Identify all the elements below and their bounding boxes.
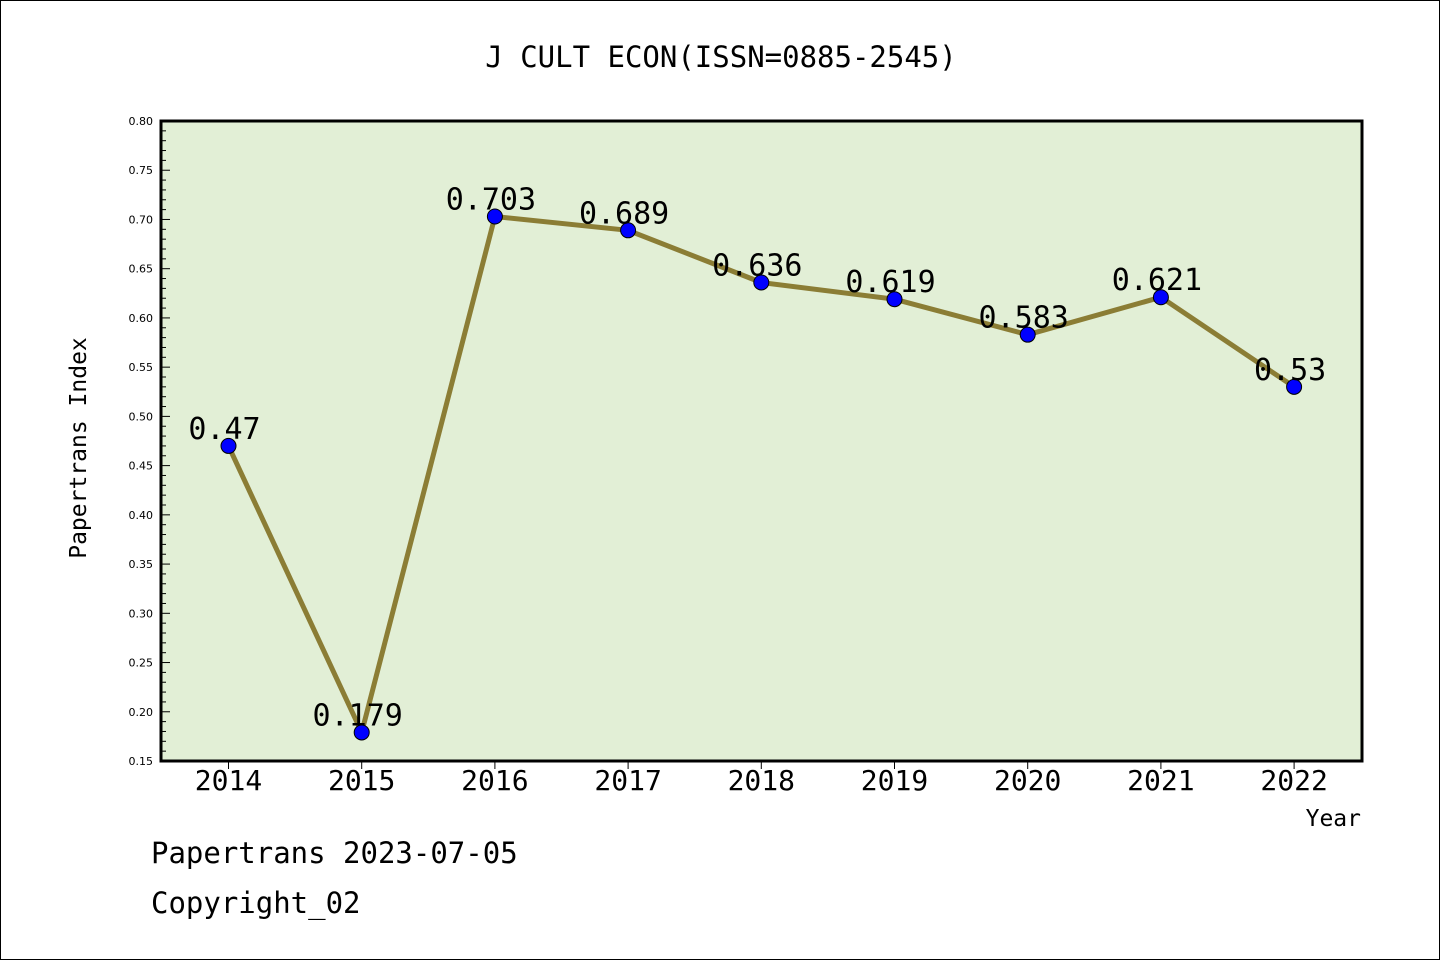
y-tick-label: 0.65 [129, 263, 154, 276]
data-point [220, 437, 237, 454]
data-label: 0.621 [1112, 263, 1202, 298]
y-tick-label: 0.30 [129, 607, 154, 620]
y-tick-label: 0.75 [129, 164, 154, 177]
y-tick-label: 0.20 [129, 706, 154, 719]
y-tick-label: 0.35 [129, 558, 154, 571]
footer-date: Papertrans 2023-07-05 [151, 836, 518, 870]
data-point [486, 208, 503, 225]
data-label: 0.619 [845, 265, 935, 300]
data-point [753, 274, 770, 291]
data-label: 0.703 [446, 183, 536, 218]
data-label: 0.53 [1254, 353, 1326, 388]
x-tick-label: 2016 [461, 764, 528, 797]
data-point [353, 724, 370, 741]
x-axis-label: Year [1306, 806, 1361, 832]
data-label: 0.179 [313, 698, 403, 733]
plot-area [161, 121, 1362, 761]
x-tick-label: 2015 [328, 764, 395, 797]
y-tick-label: 0.50 [129, 410, 154, 423]
data-label: 0.583 [979, 301, 1069, 336]
y-tick-label: 0.70 [129, 213, 154, 226]
x-tick-label: 2022 [1260, 764, 1327, 797]
y-tick-label: 0.55 [129, 361, 154, 374]
chart-title: J CULT ECON(ISSN=0885-2545) [485, 40, 956, 74]
x-tick-label: 2018 [728, 764, 795, 797]
plot-frame [159, 119, 1364, 763]
y-tick-label: 0.45 [129, 460, 154, 473]
y-tick-label: 0.15 [129, 755, 154, 768]
data-point [886, 291, 903, 308]
data-point [1286, 378, 1303, 395]
x-tick-label: 2020 [994, 764, 1061, 797]
x-tick-label: 2021 [1127, 764, 1194, 797]
data-point [1019, 326, 1036, 343]
data-label: 0.636 [712, 248, 802, 283]
data-label: 0.689 [579, 196, 669, 231]
y-tick-label: 0.80 [129, 115, 154, 128]
y-tick-label: 0.25 [129, 657, 154, 670]
x-tick-label: 2014 [195, 764, 262, 797]
y-axis-label: Papertrans Index [66, 337, 92, 559]
x-tick-label: 2019 [861, 764, 928, 797]
data-point [620, 222, 637, 239]
y-tick-label: 0.60 [129, 312, 154, 325]
data-label: 0.47 [188, 412, 260, 447]
data-point [1152, 289, 1169, 306]
y-tick-label: 0.40 [129, 509, 154, 522]
footer-copyright: Copyright_02 [151, 886, 361, 920]
x-tick-label: 2017 [594, 764, 661, 797]
